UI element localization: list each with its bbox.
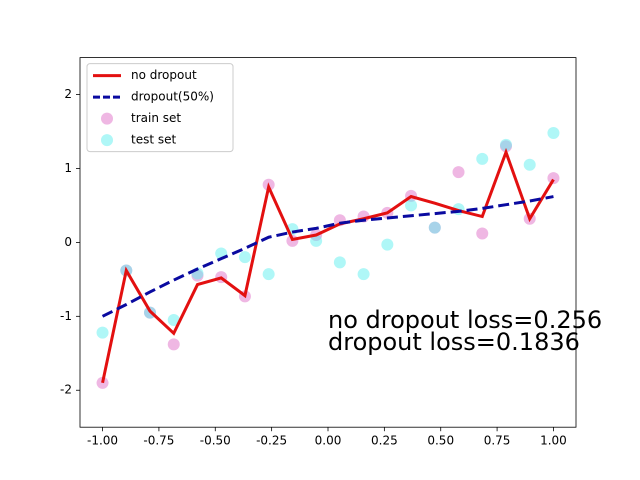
scatter-point (547, 172, 560, 185)
x-tick-label: 0.50 (427, 434, 454, 448)
scatter-point (96, 326, 109, 339)
scatter-point (499, 138, 512, 151)
legend-label: dropout(50%) (131, 90, 214, 104)
legend-label: test set (131, 133, 176, 147)
scatter-point (452, 166, 465, 179)
legend-box (86, 63, 234, 153)
legend-marker (101, 112, 113, 125)
x-tick-label: -1.00 (87, 434, 118, 448)
line (101, 147, 555, 384)
annotation: dropout loss=0.1836 (328, 328, 580, 356)
line (101, 195, 554, 318)
scatter-point (167, 338, 180, 351)
scatter-point (262, 268, 275, 281)
scatter-point (476, 152, 489, 165)
y-tick-label: -1 (60, 309, 72, 323)
scatter-point (523, 158, 536, 171)
x-tick-label: -0.25 (256, 434, 287, 448)
x-tick-label: -0.75 (143, 434, 174, 448)
scatter-point (357, 268, 370, 281)
y-tick-label: 0 (64, 235, 72, 249)
x-tick-label: 1.00 (540, 434, 567, 448)
scatter-point (333, 256, 346, 269)
y-tick-label: 2 (64, 87, 72, 101)
scatter-point (167, 314, 180, 327)
x-tick-label: 0.75 (484, 434, 511, 448)
plot-frame (79, 57, 577, 428)
x-tick-label: -0.50 (200, 434, 231, 448)
scatter-point (238, 251, 251, 264)
scatter-point (428, 221, 441, 234)
y-tick-label: 1 (64, 161, 72, 175)
legend-marker (101, 134, 113, 147)
scatter-point (547, 126, 560, 139)
annotation: no dropout loss=0.256 (328, 306, 602, 334)
x-tick-label: 0.25 (371, 434, 398, 448)
y-tick-label: -2 (60, 383, 72, 397)
x-tick-label: 0.00 (315, 434, 342, 448)
legend-label: no dropout (131, 68, 197, 82)
legend-label: train set (131, 111, 181, 125)
scatter-point (476, 227, 489, 240)
scatter-point (310, 234, 323, 247)
scatter-point (405, 199, 418, 212)
scatter-point (381, 238, 394, 251)
